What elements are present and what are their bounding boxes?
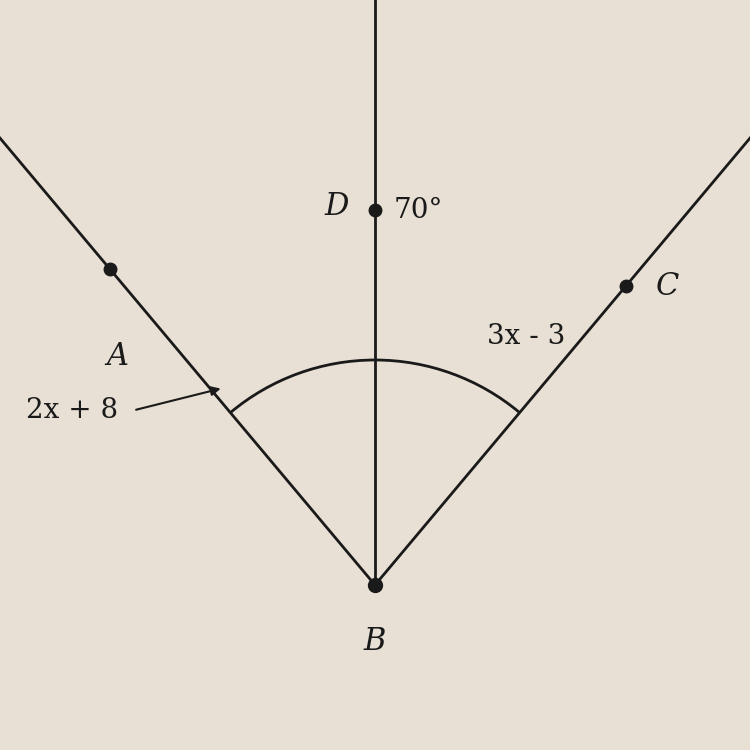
Text: 70°: 70°: [394, 196, 443, 223]
Text: 2x + 8: 2x + 8: [26, 397, 118, 424]
Text: 3x - 3: 3x - 3: [487, 323, 566, 350]
Text: A: A: [106, 341, 128, 373]
Text: C: C: [656, 271, 679, 302]
Text: D: D: [324, 190, 349, 222]
Text: B: B: [364, 626, 386, 657]
